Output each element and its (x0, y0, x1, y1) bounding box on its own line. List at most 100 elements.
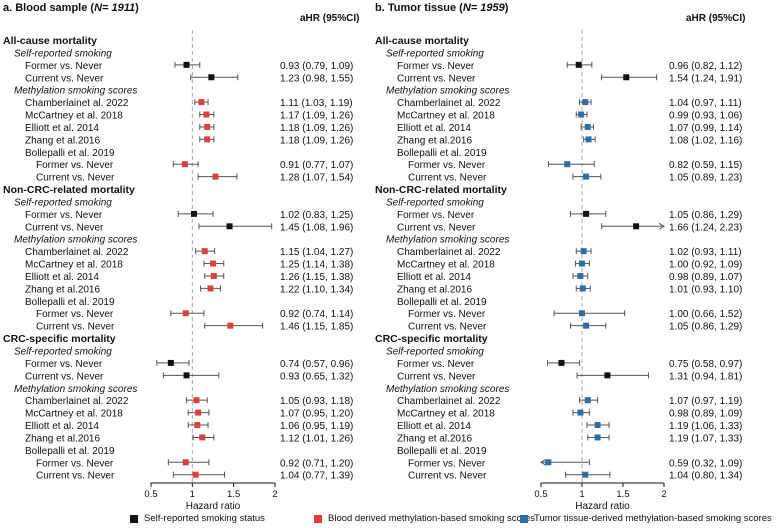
point-estimate-marker (579, 310, 585, 317)
section-heading: Non-CRC-related mortality (375, 184, 507, 196)
section-heading: Non-CRC-related mortality (3, 184, 135, 196)
subgroup-heading: Methylation smoking scores (386, 235, 509, 246)
estimate-text: 1.46 (1.15, 1.85) (280, 322, 353, 333)
x-axis-label: Hazard ratio (575, 501, 630, 512)
row-label: Current vs. Never (397, 222, 476, 233)
row-label: Elliott et al. 2014 (397, 123, 471, 134)
point-estimate-marker (212, 173, 219, 180)
estimate-text: 1.04 (0.77, 1.39) (280, 471, 353, 482)
row-label: Current vs. Never (397, 73, 476, 84)
estimate-text: 0.99 (0.93, 1.06) (669, 111, 742, 122)
row-label: Former vs. Never (397, 359, 475, 370)
legend-item-tumor: Tumor tissue-derived methylation-based s… (520, 513, 772, 524)
row-label: Elliott et al. 2014 (25, 272, 99, 283)
estimate-text: 1.04 (0.97, 1.11) (669, 98, 742, 109)
subgroup-heading: Methylation smoking scores (14, 86, 137, 97)
estimate-text: 0.93 (0.65, 1.32) (280, 371, 353, 382)
point-estimate-marker (199, 434, 206, 441)
row-label: Current vs. Never (408, 322, 487, 333)
estimate-text: 0.96 (0.82, 1.12) (669, 61, 742, 72)
legend-swatch-tumor (520, 514, 528, 523)
row-label: Zhang et al.2016 (25, 284, 100, 295)
study-label: Bollepalli et al. 2019 (25, 297, 115, 308)
point-estimate-marker (633, 223, 640, 230)
row-label: Chamberlainet al. 2022 (397, 247, 501, 258)
estimate-text: 1.02 (0.83, 1.25) (280, 210, 353, 221)
section-heading: CRC-specific mortality (375, 333, 488, 345)
estimate-text: 1.26 (1.15, 1.38) (280, 272, 353, 283)
point-estimate-marker (194, 422, 201, 429)
point-estimate-marker (227, 322, 234, 329)
row-label: Current vs. Never (25, 73, 104, 84)
estimate-text: 1.01 (0.93, 1.10) (669, 284, 742, 295)
point-estimate-marker (203, 111, 210, 118)
estimate-text: 0.98 (0.89, 1.07) (669, 272, 742, 283)
legend-label-blood: Blood derived methylation-based smoking … (328, 513, 535, 524)
point-estimate-marker (193, 397, 200, 404)
legend-swatch-self (130, 514, 138, 523)
subgroup-heading: Methylation smoking scores (386, 384, 509, 395)
point-estimate-marker (583, 210, 590, 217)
point-estimate-marker (207, 285, 214, 292)
study-label: Bollepalli et al. 2019 (397, 297, 487, 308)
point-estimate-marker (604, 372, 611, 379)
legend-item-blood: Blood derived methylation-based smoking … (314, 513, 535, 524)
estimate-text: 1.25 (1.14, 1.38) (280, 260, 353, 271)
row-label: Former vs. Never (397, 61, 475, 72)
estimate-text: 1.15 (1.04, 1.27) (280, 247, 353, 258)
estimate-text: 1.19 (1.06, 1.33) (669, 421, 742, 432)
x-axis-label: Hazard ratio (186, 501, 241, 512)
point-estimate-marker (623, 74, 630, 81)
row-label: McCartney et al. 2018 (25, 409, 123, 420)
point-estimate-marker (583, 173, 590, 180)
point-estimate-marker (167, 359, 174, 366)
point-estimate-marker (578, 111, 585, 118)
row-label: Former vs. Never (408, 160, 486, 171)
row-label: Current vs. Never (397, 371, 476, 382)
row-label: Former vs. Never (36, 309, 114, 320)
legend-label-self: Self-reported smoking status (144, 513, 265, 524)
estimate-text: 1.00 (0.66, 1.52) (669, 309, 742, 320)
estimate-text: 0.59 (0.32, 1.09) (669, 458, 742, 469)
row-label: Former vs. Never (36, 160, 114, 171)
point-estimate-marker (582, 99, 589, 106)
point-estimate-marker (204, 136, 211, 143)
estimate-text: 1.17 (1.09, 1.26) (280, 111, 353, 122)
estimate-text: 1.18 (1.09, 1.26) (280, 123, 353, 134)
point-estimate-marker (190, 210, 197, 217)
row-label: Former vs. Never (36, 458, 114, 469)
estimate-text: 1.07 (0.97, 1.19) (669, 396, 742, 407)
row-label: Current vs. Never (408, 173, 487, 184)
point-estimate-marker (204, 123, 211, 130)
estimate-text: 1.04 (0.80, 1.34) (669, 471, 742, 482)
point-estimate-marker (210, 260, 216, 267)
estimate-text: 1.05 (0.89, 1.23) (669, 173, 742, 184)
subgroup-heading: Self-reported smoking (14, 197, 112, 208)
row-label: McCartney et al. 2018 (25, 111, 123, 122)
estimate-text: 1.06 (0.95, 1.19) (280, 421, 353, 432)
x-tick-label: 2 (661, 489, 666, 500)
estimate-text: 0.74 (0.57, 0.96) (280, 359, 353, 370)
panel-title: b. Tumor tissue (N= 1959) (375, 2, 509, 14)
row-label: Chamberlainet al. 2022 (25, 396, 129, 407)
point-estimate-marker (579, 260, 585, 267)
subgroup-heading: Methylation smoking scores (14, 235, 137, 246)
point-estimate-marker (584, 123, 591, 130)
point-estimate-marker (594, 434, 601, 441)
point-estimate-marker (579, 285, 586, 292)
row-label: Elliott et al. 2014 (397, 421, 471, 432)
estimate-text: 1.07 (0.99, 1.14) (669, 123, 742, 134)
estimate-text: 0.92 (0.71, 1.20) (280, 458, 353, 469)
row-label: Former vs. Never (25, 210, 103, 221)
estimate-text: 1.05 (0.86, 1.29) (669, 322, 742, 333)
estimate-text: 0.98 (0.89, 1.09) (669, 409, 742, 420)
study-label: Bollepalli et al. 2019 (397, 148, 487, 159)
estimate-text: 0.93 (0.79, 1.09) (280, 61, 353, 72)
x-tick-label: 1.5 (227, 489, 240, 500)
ci-arrow-right (658, 222, 665, 230)
forest-plot-figure: a. Blood sample (N= 1911) aHR (95%CI) All-… (3, 2, 745, 512)
subgroup-heading: Methylation smoking scores (386, 86, 509, 97)
row-label: McCartney et al. 2018 (25, 260, 123, 271)
subgroup-heading: Self-reported smoking (14, 48, 112, 59)
row-label: Chamberlainet al. 2022 (397, 396, 501, 407)
